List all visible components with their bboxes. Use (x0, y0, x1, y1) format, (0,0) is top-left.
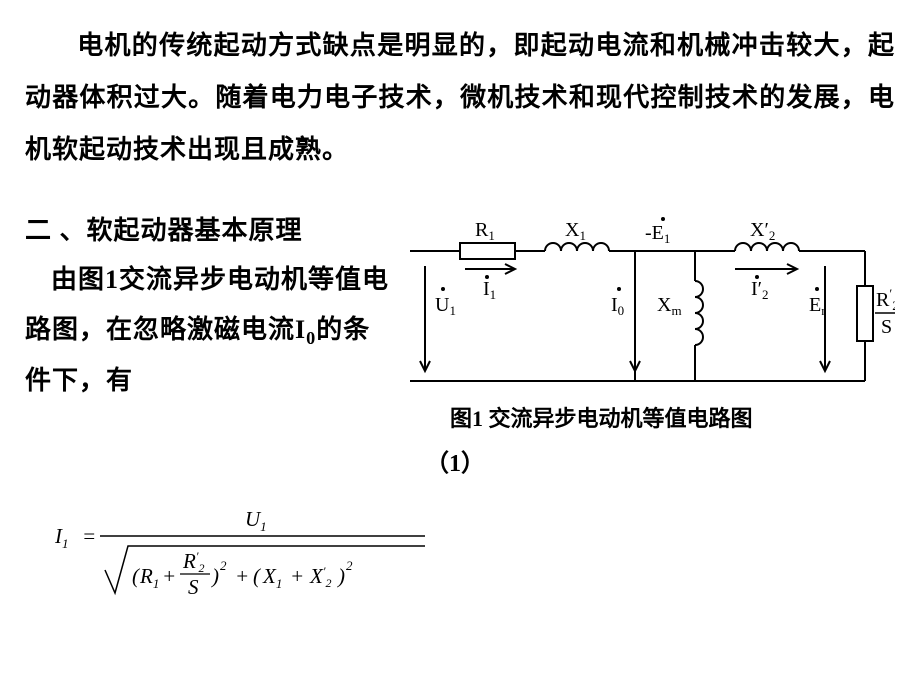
intro-paragraph: 电机的传统起动方式缺点是明显的，即起动电流和机械冲击较大，起动器体积过大。随着电… (25, 20, 895, 176)
svg-text:2: 2 (220, 558, 227, 573)
figure-caption: 图1 交流异步电动机等值电路图 (450, 401, 895, 433)
svg-text:X1: X1 (262, 564, 282, 591)
circuit-diagram: R1 X1 -E1 X′2 U1 I1 I0 Xm (405, 211, 895, 401)
svg-text:I1: I1 (483, 278, 496, 302)
svg-text:R1: R1 (139, 564, 159, 591)
svg-text:I′2: I′2 (751, 278, 769, 302)
formula-block: I1 = U1 ( R1 + R′2 S ) 2 + ( X1 + X′2 ) … (50, 488, 895, 608)
svg-text:U1: U1 (245, 507, 267, 534)
svg-text:): ) (337, 564, 345, 588)
svg-text:): ) (211, 564, 219, 588)
svg-text:=: = (82, 524, 96, 548)
svg-text:X′2: X′2 (309, 564, 331, 590)
svg-text:U1: U1 (435, 294, 456, 318)
body-var: I (295, 315, 306, 344)
svg-text:I0: I0 (611, 294, 624, 318)
svg-text:+: + (162, 564, 176, 588)
svg-text:Xm: Xm (657, 294, 682, 318)
svg-text:2: 2 (346, 558, 353, 573)
svg-text:R1: R1 (475, 219, 495, 243)
svg-text:-E1: -E1 (645, 222, 670, 246)
svg-text:Er: Er (809, 294, 826, 318)
body-var-sub: 0 (306, 328, 316, 348)
section-title: 二 、软起动器基本原理 (25, 206, 395, 255)
equation-number: （1） (425, 443, 895, 478)
svg-text:+: + (290, 564, 304, 588)
svg-text:(: ( (253, 564, 262, 588)
section-body: 由图1交流异步电动机等值电路图，在忽略激磁电流I0的条件下，有 (25, 255, 395, 405)
svg-text:X′2: X′2 (750, 219, 775, 243)
svg-text:R′2: R′2 (876, 286, 895, 313)
svg-text:S: S (881, 316, 892, 338)
intro-text: 电机的传统起动方式缺点是明显的，即起动电流和机械冲击较大，起动器体积过大。随着电… (25, 31, 895, 164)
svg-text:S: S (188, 575, 199, 599)
svg-text:R′2: R′2 (182, 549, 204, 575)
svg-text:I1: I1 (54, 524, 69, 551)
svg-text:+: + (235, 564, 249, 588)
svg-text:X1: X1 (565, 219, 586, 243)
